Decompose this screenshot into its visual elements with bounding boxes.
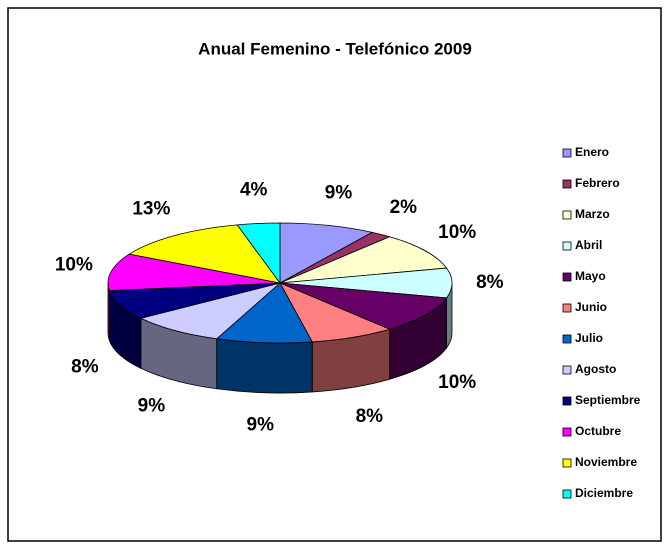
legend-swatch [562, 334, 572, 344]
legend-swatch [562, 272, 572, 282]
data-label: 9% [247, 415, 275, 436]
slice-side [216, 338, 313, 394]
legend-swatch [562, 489, 572, 499]
legend-label: Agosto [575, 362, 616, 376]
legend-label: Junio [575, 300, 607, 314]
data-label: 8% [356, 406, 384, 427]
data-label: 10% [438, 222, 476, 243]
legend-swatch [562, 179, 572, 189]
legend-label: Noviembre [575, 455, 637, 469]
chart-title: Anual Femenino - Telefónico 2009 [198, 39, 472, 58]
slice [107, 253, 281, 291]
data-label: 2% [390, 197, 418, 218]
legend-label: Enero [575, 145, 609, 159]
legend-swatch [562, 148, 572, 158]
slice [279, 282, 448, 330]
legend-swatch [562, 396, 572, 406]
data-label: 10% [438, 372, 476, 393]
legend-swatch [562, 210, 572, 220]
slice [236, 222, 281, 285]
slice [279, 222, 374, 284]
legend-label: Marzo [575, 207, 610, 221]
slice [139, 282, 281, 340]
legend-swatch [562, 303, 572, 313]
data-label: 13% [132, 199, 170, 220]
legend-label: Mayo [575, 269, 606, 283]
legend-label: Julio [575, 331, 603, 345]
data-label: 9% [325, 183, 353, 204]
data-label: 8% [71, 356, 99, 377]
slice [128, 224, 281, 284]
legend-swatch [562, 427, 572, 437]
data-label: 4% [240, 180, 268, 201]
data-label: 8% [476, 272, 504, 293]
slice-side [107, 282, 110, 341]
legend-swatch [562, 365, 572, 375]
legend-label: Abril [575, 238, 602, 252]
legend-label: Septiembre [575, 393, 641, 407]
data-label: 10% [55, 255, 93, 276]
data-label: 9% [138, 396, 166, 417]
slice [215, 282, 313, 344]
legend-label: Febrero [575, 176, 620, 190]
legend-swatch [562, 458, 572, 468]
legend-label: Octubre [575, 424, 621, 438]
legend-swatch [562, 241, 572, 251]
legend-label: Diciembre [575, 486, 633, 500]
